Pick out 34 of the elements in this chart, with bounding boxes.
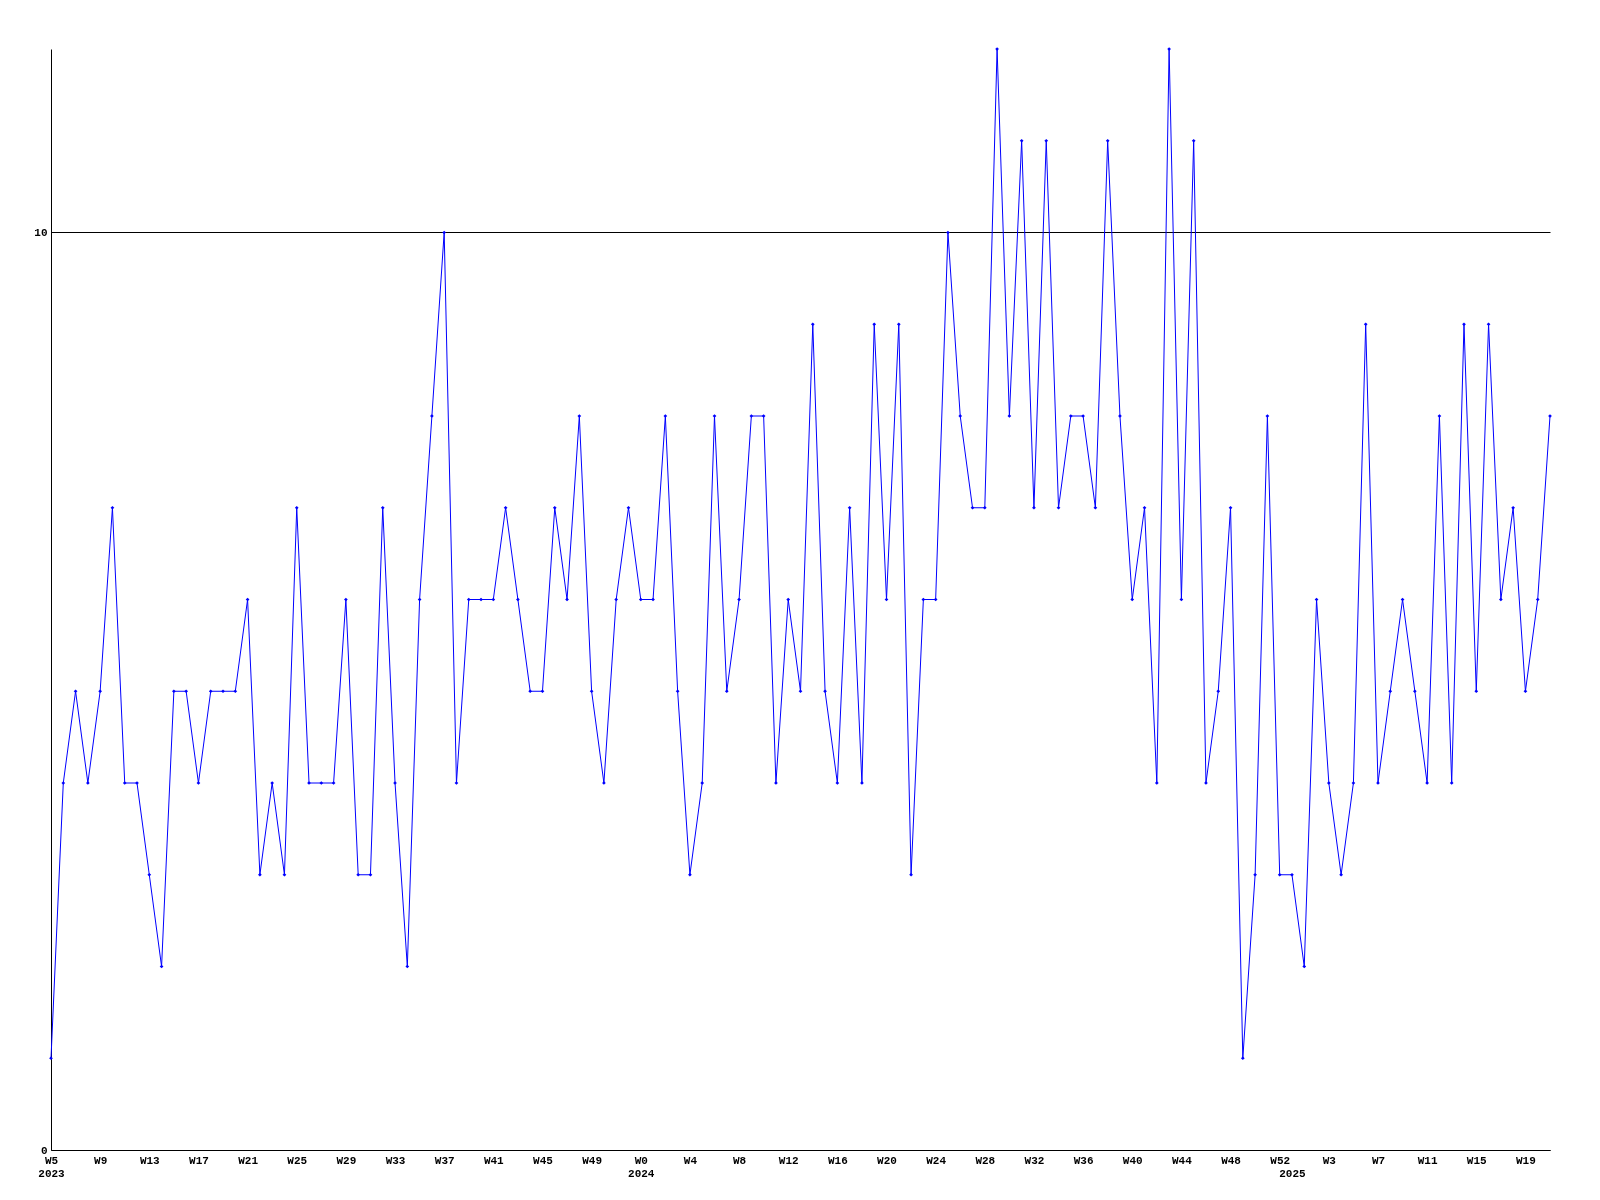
x-tick-label: W24	[926, 1154, 947, 1167]
x-tick-label: W21	[238, 1154, 259, 1167]
x-tick-label: W8	[732, 1154, 747, 1167]
x-tick-label: 2025	[1279, 1167, 1307, 1180]
x-tick-label: W9	[94, 1154, 108, 1167]
x-tick-label: W32	[1024, 1154, 1045, 1167]
x-tick-label: W44	[1171, 1154, 1193, 1167]
x-tick-label: W28	[975, 1154, 996, 1167]
x-tick-label: W36	[1073, 1154, 1094, 1167]
x-tick-label: W33	[385, 1154, 406, 1167]
x-tick-label: W48	[1221, 1154, 1242, 1167]
x-tick-label: W11	[1417, 1154, 1438, 1167]
x-tick-label: W3	[1322, 1154, 1337, 1167]
x-tick-label: W4	[683, 1154, 698, 1167]
x-tick-label: W19	[1516, 1154, 1536, 1167]
y-tick-label: 10	[34, 227, 48, 239]
y-tick-label: 0	[40, 1144, 48, 1157]
x-tick-label: W29	[336, 1154, 357, 1167]
x-tick-label: W37	[434, 1154, 455, 1167]
x-tick-label: W52	[1270, 1154, 1291, 1167]
x-tick-label: W5 2023	[38, 1154, 66, 1180]
x-tick-label: W0 2024	[628, 1154, 655, 1180]
x-tick-label: W41	[483, 1154, 505, 1167]
x-tick-label: W45	[533, 1154, 554, 1167]
x-tick-label: W25	[287, 1154, 308, 1167]
x-tick-label: W15	[1466, 1154, 1488, 1167]
x-tick-label: W12	[778, 1154, 799, 1167]
x-tick-label: W16	[827, 1154, 848, 1167]
x-tick-label: W7	[1371, 1154, 1386, 1167]
x-tick-label: W40	[1122, 1154, 1143, 1167]
x-tick-label: W13	[139, 1154, 161, 1167]
x-tick-label: W49	[582, 1154, 603, 1167]
x-tick-label: W17	[189, 1154, 209, 1167]
x-tick-label: W20	[877, 1154, 897, 1167]
